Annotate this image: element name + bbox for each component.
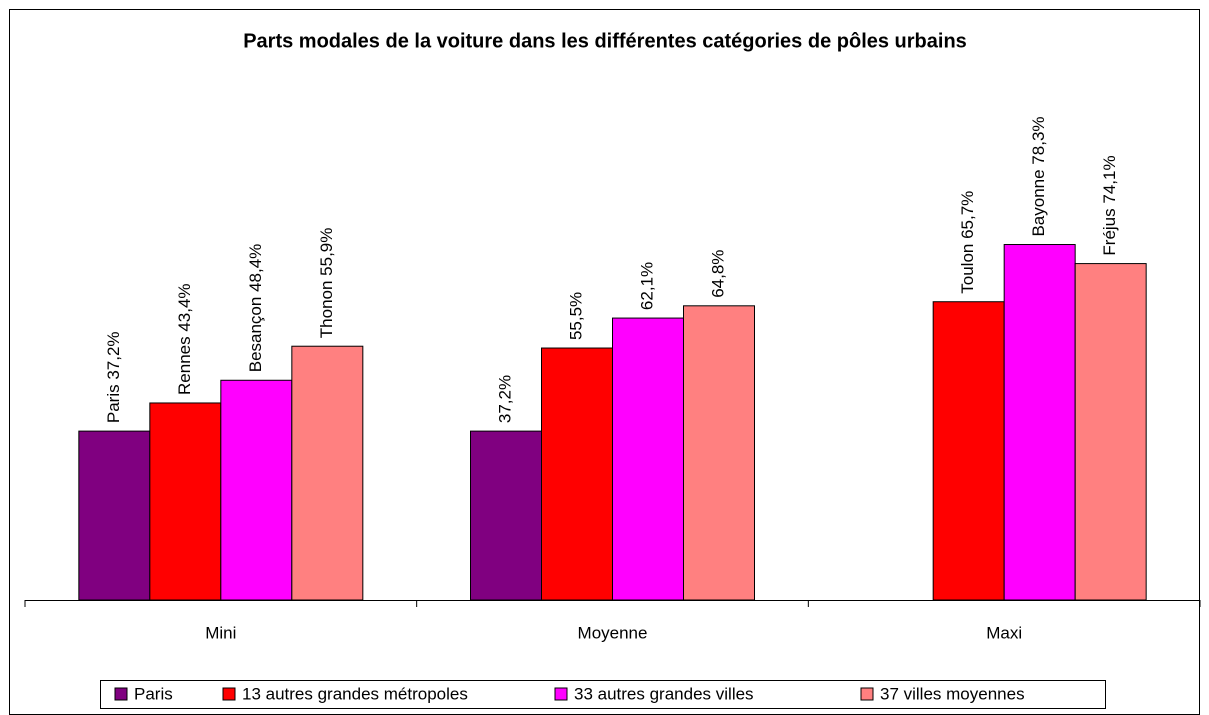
value-label: Thonon 55,9%	[317, 228, 336, 339]
value-label: Besançon 48,4%	[246, 244, 265, 373]
value-label: 62,1%	[637, 262, 656, 310]
legend-swatch	[554, 687, 568, 701]
legend-swatch	[222, 687, 236, 701]
bar	[220, 379, 293, 601]
value-label: 55,5%	[566, 292, 585, 340]
bar	[541, 347, 613, 601]
x-tick-label: Maxi	[986, 623, 1022, 642]
value-label: Bayonne 78,3%	[1029, 116, 1048, 236]
value-label: Rennes 43,4%	[175, 283, 194, 395]
legend-label: 33 autres grandes villes	[574, 684, 754, 703]
legend-swatch	[860, 687, 874, 701]
chart-title: Parts modales de la voiture dans les dif…	[243, 30, 967, 52]
value-label: Paris 37,2%	[104, 331, 123, 423]
value-label: 64,8%	[708, 250, 727, 298]
x-tick-label: Mini	[205, 623, 236, 642]
legend-swatch	[114, 687, 128, 701]
bar	[291, 345, 364, 601]
value-label: Toulon 65,7%	[958, 191, 977, 294]
bar	[149, 402, 222, 601]
value-label: Fréjus 74,1%	[1100, 155, 1119, 255]
legend-label: 37 villes moyennes	[880, 684, 1025, 703]
bar	[470, 430, 542, 601]
legend-label: 13 autres grandes métropoles	[242, 684, 468, 703]
bar	[612, 317, 684, 601]
bar	[683, 305, 755, 601]
bar	[932, 301, 1005, 601]
bar	[78, 430, 151, 601]
legend-label: Paris	[134, 684, 173, 703]
bar	[1003, 244, 1076, 601]
legend	[100, 680, 1106, 709]
x-tick-label: Moyenne	[578, 623, 648, 642]
bar	[1074, 263, 1147, 601]
value-label: 37,2%	[495, 375, 514, 423]
